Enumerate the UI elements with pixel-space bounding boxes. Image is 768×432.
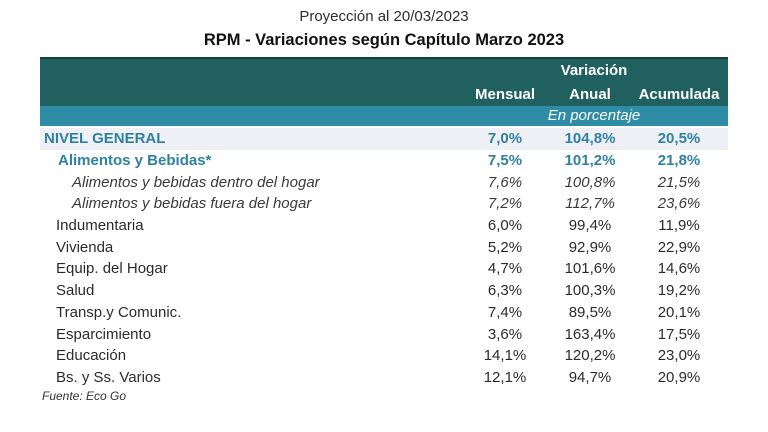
row-label: Alimentos y Bebidas* xyxy=(58,152,212,170)
cell-anual: 163,4% xyxy=(564,325,616,343)
unit-band: En porcentaje xyxy=(40,106,728,126)
row-label: Esparcimiento xyxy=(56,325,152,343)
source-note: Fuente: Eco Go xyxy=(42,389,127,403)
table-row: Bs. y Ss. Varios 12,1% 94,7% 20,9% xyxy=(40,366,728,389)
cell-mensual: 7,6% xyxy=(487,173,523,191)
row-label: Bs. y Ss. Varios xyxy=(56,368,161,386)
cell-anual: 89,5% xyxy=(568,303,612,321)
column-header-row: Mensual Anual Acumulada xyxy=(40,83,728,106)
cell-anual: 112,7% xyxy=(565,195,615,213)
cell-mensual: 14,1% xyxy=(483,347,527,365)
cell-anual: 100,8% xyxy=(564,173,616,191)
cell-acumulada: 20,5% xyxy=(657,130,701,148)
cell-mensual: 12,1% xyxy=(483,368,527,386)
row-label: Alimentos y bebidas fuera del hogar xyxy=(72,195,312,213)
table-row: Equip. del Hogar 4,7% 101,6% 14,6% xyxy=(40,258,728,280)
row-label: Transp.y Comunic. xyxy=(56,303,182,321)
cell-mensual: 5,2% xyxy=(487,238,523,256)
table-body: NIVEL GENERAL 7,0% 104,8% 20,5% Alimento… xyxy=(40,128,728,389)
cell-mensual: 6,0% xyxy=(487,217,523,235)
cell-anual: 104,8% xyxy=(564,130,616,148)
table-row: Vivienda 5,2% 92,9% 22,9% xyxy=(40,236,728,259)
cell-acumulada: 23,6% xyxy=(657,195,701,213)
cell-mensual: 3,6% xyxy=(487,325,523,343)
row-label: Equip. del Hogar xyxy=(56,260,168,278)
cell-mensual: 6,3% xyxy=(487,282,523,300)
cell-acumulada: 21,5% xyxy=(657,173,701,191)
table-row: Salud 6,3% 100,3% 19,2% xyxy=(40,279,728,302)
cell-mensual: 7,0% xyxy=(487,130,523,148)
row-label: Alimentos y bebidas dentro del hogar xyxy=(72,173,320,191)
cell-acumulada: 21,8% xyxy=(657,152,701,170)
cell-anual: 94,7% xyxy=(568,368,612,386)
cell-acumulada: 22,9% xyxy=(657,238,701,256)
cell-mensual: 7,4% xyxy=(487,303,523,321)
cell-anual: 92,9% xyxy=(568,238,612,256)
cell-anual: 101,2% xyxy=(564,152,616,170)
cell-acumulada: 17,5% xyxy=(657,325,701,343)
table-row: Alimentos y bebidas fuera del hogar 7,2%… xyxy=(40,193,728,215)
row-label: Vivienda xyxy=(56,238,114,256)
column-header-anual: Anual xyxy=(569,86,611,103)
unit-label: En porcentaje xyxy=(547,107,641,124)
cell-anual: 101,6% xyxy=(564,260,616,278)
cell-acumulada: 23,0% xyxy=(657,347,701,365)
cell-anual: 120,2% xyxy=(564,347,616,365)
table-header: Variación Mensual Anual Acumulada xyxy=(40,57,728,106)
column-header-mensual: Mensual xyxy=(474,86,535,103)
row-label: Salud xyxy=(56,282,95,300)
table-row: Transp.y Comunic. 7,4% 89,5% 20,1% xyxy=(40,301,728,324)
projection-date-title: Proyección al 20/03/2023 xyxy=(299,8,469,25)
cell-anual: 99,4% xyxy=(568,217,612,235)
cell-acumulada: 19,2% xyxy=(657,282,701,300)
table-row: Indumentaria 6,0% 99,4% 11,9% xyxy=(40,214,728,237)
row-label: NIVEL GENERAL xyxy=(44,130,166,148)
cell-mensual: 4,7% xyxy=(487,260,523,278)
table-row: Esparcimiento 3,6% 163,4% 17,5% xyxy=(40,323,728,345)
table-row: Educación 14,1% 120,2% 23,0% xyxy=(40,344,728,367)
table-row: Alimentos y Bebidas* 7,5% 101,2% 21,8% xyxy=(40,149,728,172)
cell-anual: 100,3% xyxy=(564,282,616,300)
column-header-acumulada: Acumulada xyxy=(638,86,720,103)
group-header-row: Variación xyxy=(40,59,728,83)
variations-table: Variación Mensual Anual Acumulada En por… xyxy=(40,57,728,389)
row-label: Educación xyxy=(56,347,127,365)
cell-acumulada: 20,1% xyxy=(657,303,701,321)
table-row: Alimentos y bebidas dentro del hogar 7,6… xyxy=(40,171,728,194)
page-title: RPM - Variaciones según Capítulo Marzo 2… xyxy=(203,31,565,49)
cell-mensual: 7,2% xyxy=(487,195,523,213)
cell-acumulada: 11,9% xyxy=(658,217,700,235)
cell-acumulada: 20,9% xyxy=(657,368,701,386)
row-label: Indumentaria xyxy=(56,217,144,235)
group-header-variacion: Variación xyxy=(560,62,628,79)
cell-acumulada: 14,6% xyxy=(657,260,701,278)
table-row: NIVEL GENERAL 7,0% 104,8% 20,5% xyxy=(40,128,728,150)
cell-mensual: 7,5% xyxy=(487,152,523,170)
